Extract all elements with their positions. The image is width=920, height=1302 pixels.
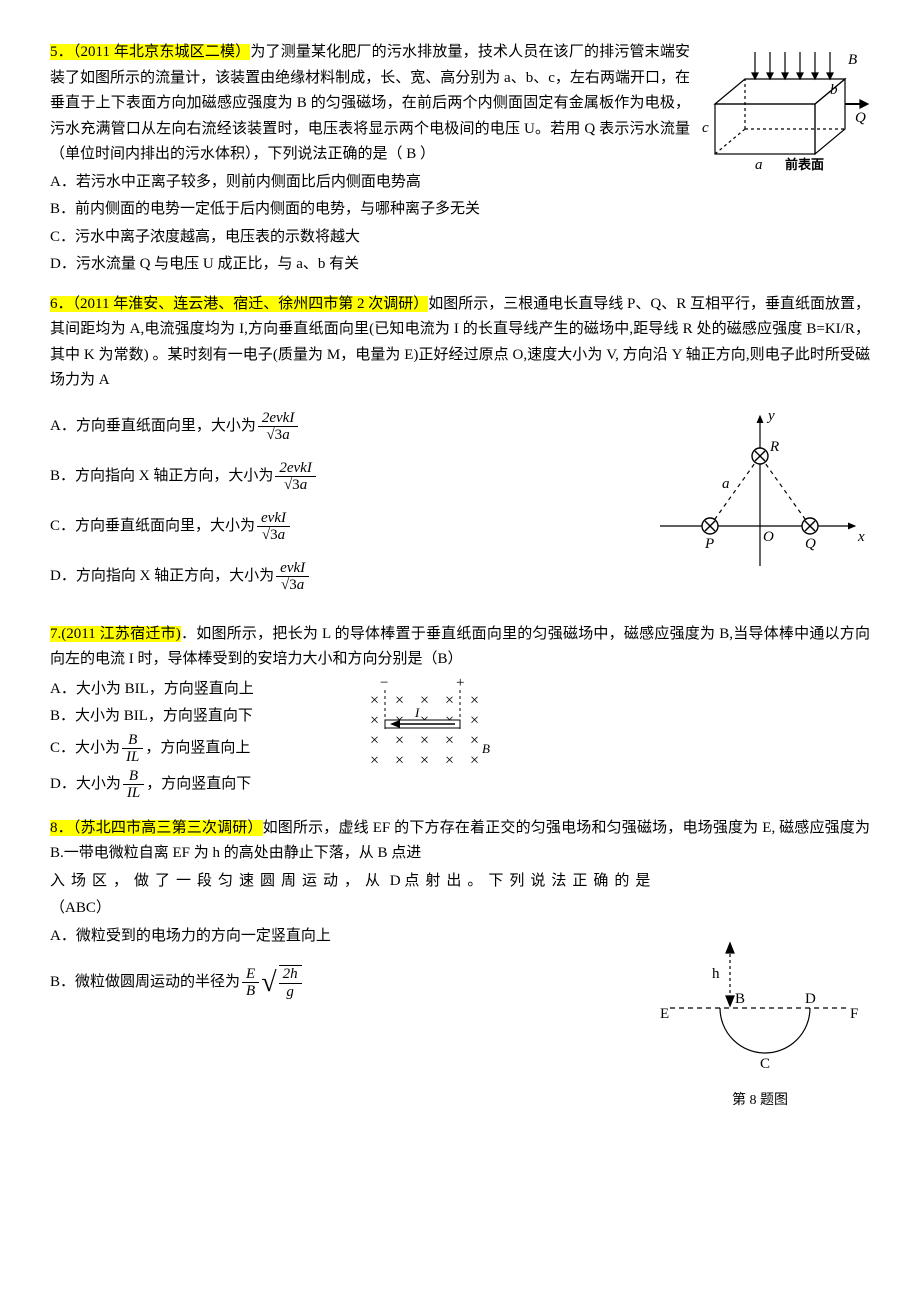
q8-E: E xyxy=(660,1006,669,1022)
q8-sqrt: √ 2h g xyxy=(261,959,303,1007)
svg-text:×: × xyxy=(395,732,404,749)
q6-optB-pre: B．方向指向 X 轴正方向，大小为 xyxy=(50,464,273,490)
svg-text:×: × xyxy=(370,692,379,709)
q6-fracB: 2evkI √3a xyxy=(275,460,315,494)
svg-text:×: × xyxy=(445,752,454,769)
q6-fracC: evkI √3a xyxy=(257,510,290,544)
q6-R: R xyxy=(769,439,779,455)
question-8: 8．（苏北四市高三第三次调研）如图所示，虚线 EF 的下方存在着正交的匀强电场和… xyxy=(50,816,870,1117)
q5-label-B: B xyxy=(848,52,857,68)
q6-optC-pre: C．方向垂直纸面向里，大小为 xyxy=(50,514,255,540)
svg-text:×: × xyxy=(370,712,379,729)
q6-a: a xyxy=(722,476,730,492)
q7-optC-pre: C．大小为 xyxy=(50,736,120,762)
q6-svg: x y P Q R O a xyxy=(650,406,870,576)
q8-body2b: 点射出。下列说法正确的是 xyxy=(404,873,656,889)
svg-text:×: × xyxy=(395,692,404,709)
q7-optC-post: ，方向竖直向上 xyxy=(145,736,250,762)
svg-text:×: × xyxy=(420,692,429,709)
q8-text1: 8．（苏北四市高三第三次调研）如图所示，虚线 EF 的下方存在着正交的匀强电场和… xyxy=(50,816,870,867)
svg-text:×: × xyxy=(470,732,479,749)
q8-F: F xyxy=(850,1006,858,1022)
q5-label-front: 前表面 xyxy=(785,157,824,172)
svg-text:×: × xyxy=(470,712,479,729)
q7-text: 7.(2011 江苏宿迁市)．如图所示，把长为 L 的导体棒置于垂直纸面向里的匀… xyxy=(50,622,870,673)
q7-optD-pre: D．大小为 xyxy=(50,772,121,798)
q6-y: y xyxy=(766,408,775,424)
q6-P: P xyxy=(704,536,714,552)
q7-fracC: B IL xyxy=(122,732,143,766)
q5-optD: D．污水流量 Q 与电压 U 成正比，与 a、b 有关 xyxy=(50,252,870,278)
q5-label-Q: Q xyxy=(855,110,866,126)
q6-optD: D．方向指向 X 轴正方向，大小为 evkI √3a xyxy=(50,560,640,594)
q8-header: 8．（苏北四市高三第三次调研） xyxy=(50,820,263,836)
q6-optC: C．方向垂直纸面向里，大小为 evkI √3a xyxy=(50,510,640,544)
q5-label-c: c xyxy=(702,120,709,136)
q5-label-a: a xyxy=(755,157,763,173)
q6-header: 6．（2011 年淮安、连云港、宿迁、徐州四市第 2 次调研） xyxy=(50,296,428,312)
q7-I: I xyxy=(414,705,420,720)
svg-text:×: × xyxy=(420,732,429,749)
q8-svg: h E F B D C xyxy=(650,928,870,1078)
q6-O: O xyxy=(763,529,774,545)
svg-text:×: × xyxy=(445,692,454,709)
question-6: 6．（2011 年淮安、连云港、宿迁、徐州四市第 2 次调研）如图所示，三根通电… xyxy=(50,292,870,610)
svg-text:×: × xyxy=(470,692,479,709)
q8-optB-pre: B．微粒做圆周运动的半径为 xyxy=(50,970,240,996)
q7-optB: B．大小为 BIL，方向竖直向下 xyxy=(50,704,350,730)
q6-text: 6．（2011 年淮安、连云港、宿迁、徐州四市第 2 次调研）如图所示，三根通电… xyxy=(50,292,870,394)
q8-body2m: D xyxy=(386,873,404,889)
q6-fracA: 2evkI √3a xyxy=(258,410,298,444)
q5-header: 5．（2011 年北京东城区二模） xyxy=(50,44,250,60)
q8-ans: （ABC） xyxy=(50,896,870,922)
q7-fracD: B IL xyxy=(123,768,144,802)
q5-figure: B b c Q a 前表面 xyxy=(700,44,870,184)
q8-figure: h E F B D C 第 8 题图 xyxy=(650,928,870,1113)
svg-text:×: × xyxy=(370,732,379,749)
q7-B: B xyxy=(482,741,490,756)
svg-text:×: × xyxy=(420,752,429,769)
q7-optD: D．大小为 B IL ，方向竖直向下 xyxy=(50,768,350,802)
q5-svg: B b c Q a 前表面 xyxy=(700,44,870,174)
svg-text:×: × xyxy=(445,732,454,749)
q5-label-b: b xyxy=(830,82,838,98)
question-7: 7.(2011 江苏宿迁市)．如图所示，把长为 L 的导体棒置于垂直纸面向里的匀… xyxy=(50,622,870,804)
q8-fracEB: E B xyxy=(242,966,259,1000)
q8-text2: 入场区，做了一段匀速圆周运动，从 D 点射出。下列说法正确的是 xyxy=(50,869,870,895)
q6-optA-pre: A．方向垂直纸面向里，大小为 xyxy=(50,414,256,440)
q6-optD-pre: D．方向指向 X 轴正方向，大小为 xyxy=(50,564,274,590)
q5-optC: C．污水中离子浓度越高，电压表的示数将越大 xyxy=(50,225,870,251)
q7-header: 7.(2011 江苏宿迁市) xyxy=(50,626,181,642)
q6-optB: B．方向指向 X 轴正方向，大小为 2evkI √3a xyxy=(50,460,640,494)
q5-optB: B．前内侧面的电势一定低于后内侧面的电势，与哪种离子多无关 xyxy=(50,197,870,223)
q6-x: x xyxy=(857,529,865,545)
q6-optA: A．方向垂直纸面向里，大小为 2evkI √3a xyxy=(50,410,640,444)
svg-text:×: × xyxy=(470,752,479,769)
q8-D: D xyxy=(805,991,816,1007)
q8-Bpt: B xyxy=(735,991,745,1007)
q6-figure: x y P Q R O a xyxy=(650,406,870,586)
question-5: B b c Q a 前表面 5．（2011 年北京东城区二模）为了测量某化肥厂的… xyxy=(50,40,870,280)
svg-text:×: × xyxy=(395,752,404,769)
q7-svg: ××××× ××××× ××××× ××××× − + I B xyxy=(350,675,530,785)
q7-figure: ××××× ××××× ××××× ××××× − + I B xyxy=(350,675,530,795)
q7-optA: A．大小为 BIL，方向竖直向上 xyxy=(50,677,350,703)
q7-plus: + xyxy=(456,675,464,691)
svg-text:×: × xyxy=(370,752,379,769)
q6-Q: Q xyxy=(805,536,816,552)
q5-body: 为了测量某化肥厂的污水排放量，技术人员在该厂的排污管末端安装了如图所示的流量计，… xyxy=(50,44,690,162)
q8-h: h xyxy=(712,966,720,982)
q7-optC: C．大小为 B IL ，方向竖直向上 xyxy=(50,732,350,766)
q7-minus: − xyxy=(380,675,388,691)
q8-C: C xyxy=(760,1056,770,1072)
q8-optB: B．微粒做圆周运动的半径为 E B √ 2h g xyxy=(50,959,640,1007)
q6-fracD: evkI √3a xyxy=(276,560,309,594)
q8-body2a: 入场区，做了一段匀速圆周运动，从 xyxy=(50,873,386,889)
q7-optD-post: ，方向竖直向下 xyxy=(146,772,251,798)
q8-caption: 第 8 题图 xyxy=(650,1089,870,1113)
